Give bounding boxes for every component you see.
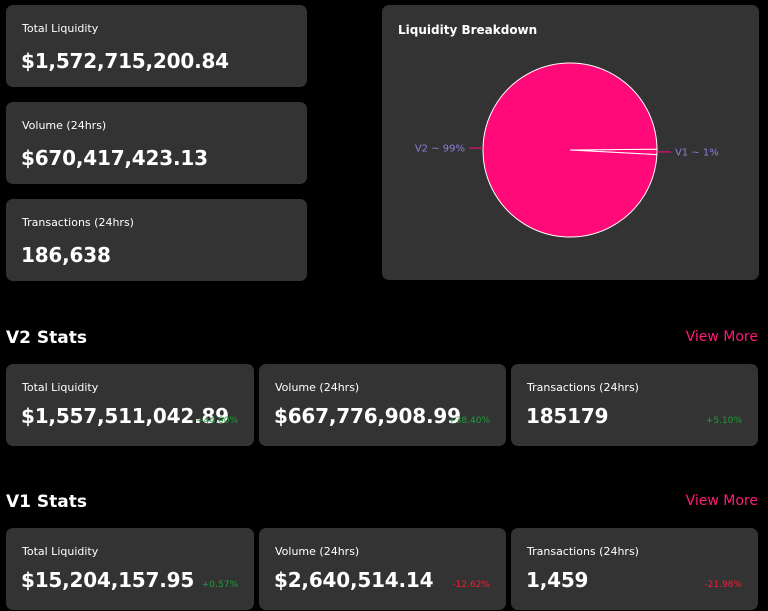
- v2-volume-change: +38.40%: [448, 416, 490, 426]
- v2-volume-label: Volume (24hrs): [275, 381, 360, 394]
- transactions-label: Transactions (24hrs): [22, 216, 134, 229]
- v1-view-more-link[interactable]: View More: [685, 493, 758, 509]
- liquidity-breakdown-card: Liquidity Breakdown V1 ~ 1% V2 ~ 99%: [382, 5, 759, 280]
- v2-total-liquidity-label: Total Liquidity: [22, 381, 99, 394]
- liquidity-breakdown-title: Liquidity Breakdown: [398, 23, 538, 37]
- v1-total-liquidity-value: $15,204,157.95: [21, 568, 195, 592]
- v1-stats-title: V1 Stats: [6, 492, 87, 512]
- liquidity-pie-chart: V1 ~ 1% V2 ~ 99%: [415, 62, 719, 238]
- v2-transactions-label: Transactions (24hrs): [527, 381, 639, 394]
- v2-transactions-change: +5.10%: [705, 416, 742, 426]
- total-liquidity-value: $1,572,715,200.84: [21, 49, 229, 73]
- v2-volume-value: $667,776,908.99: [274, 404, 461, 428]
- v1-total-liquidity-change: +0.57%: [201, 580, 238, 590]
- v1-transactions-label: Transactions (24hrs): [527, 545, 639, 558]
- v1-volume-value: $2,640,514.14: [274, 568, 434, 592]
- volume-value: $670,417,423.13: [21, 146, 208, 170]
- transactions-value: 186,638: [21, 243, 111, 267]
- volume-card: Volume (24hrs) $670,417,423.13: [6, 102, 307, 184]
- v2-total-liquidity-change: +44.00%: [196, 416, 238, 426]
- v2-total-liquidity-value: $1,557,511,042.89: [21, 404, 229, 428]
- v1-volume-change: -12.62%: [452, 580, 490, 590]
- total-liquidity-label: Total Liquidity: [22, 22, 99, 35]
- pie-label-v2: V2 ~ 99%: [415, 144, 465, 155]
- total-liquidity-card: Total Liquidity $1,572,715,200.84: [6, 5, 307, 87]
- pie-label-v1: V1 ~ 1%: [675, 147, 719, 158]
- volume-label: Volume (24hrs): [22, 119, 107, 132]
- v2-total-liquidity-card: Total Liquidity $1,557,511,042.89 +44.00…: [6, 364, 254, 446]
- v1-total-liquidity-card: Total Liquidity $15,204,157.95 +0.57%: [6, 528, 254, 610]
- v1-total-liquidity-label: Total Liquidity: [22, 545, 99, 558]
- v1-volume-label: Volume (24hrs): [275, 545, 360, 558]
- v1-transactions-value: 1,459: [526, 568, 589, 592]
- v2-view-more-link[interactable]: View More: [685, 329, 758, 345]
- transactions-card: Transactions (24hrs) 186,638: [6, 199, 307, 281]
- v2-stats-title: V2 Stats: [6, 328, 87, 348]
- v1-volume-card: Volume (24hrs) $2,640,514.14 -12.62%: [259, 528, 506, 610]
- v2-transactions-card: Transactions (24hrs) 185179 +5.10%: [511, 364, 758, 446]
- v1-transactions-change: -21.98%: [704, 580, 742, 590]
- v2-volume-card: Volume (24hrs) $667,776,908.99 +38.40%: [259, 364, 506, 446]
- v2-transactions-value: 185179: [526, 404, 609, 428]
- v1-transactions-card: Transactions (24hrs) 1,459 -21.98%: [511, 528, 758, 610]
